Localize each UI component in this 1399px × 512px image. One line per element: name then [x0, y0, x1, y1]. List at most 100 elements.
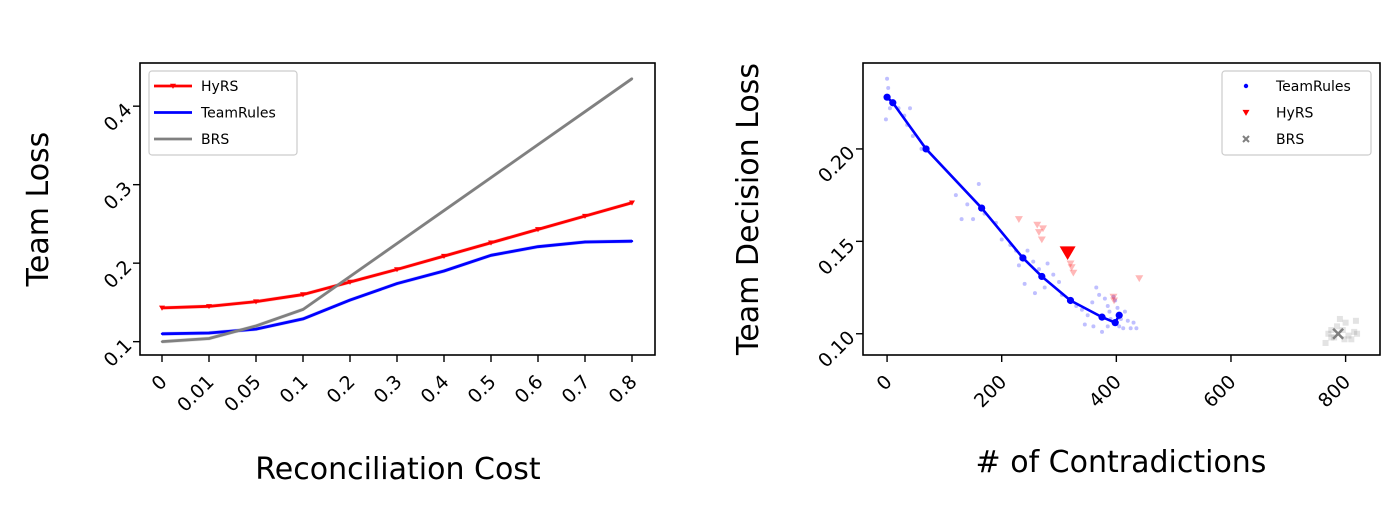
faint-point-teamrules	[1057, 280, 1062, 284]
left-marker-brs	[442, 209, 446, 212]
faint-point-teamrules	[886, 85, 891, 90]
left-marker-brs	[207, 337, 211, 340]
faint-point-teamrules	[1105, 324, 1110, 329]
faint-point-brs	[1345, 332, 1352, 339]
left-legend: HyRS TeamRules BRS	[148, 70, 298, 156]
faint-point-teamrules	[1091, 324, 1096, 329]
right-legend: TeamRules HyRS BRS	[1221, 70, 1372, 156]
faint-point-teamrules	[976, 182, 981, 187]
faint-point-teamrules	[1113, 298, 1118, 303]
left-marker-brs	[160, 340, 164, 343]
faint-point-hyrs	[1066, 260, 1075, 268]
left-marker-hyrs	[159, 305, 165, 311]
right-legend-marker-brs	[1242, 135, 1250, 143]
right-point-teamrules	[978, 204, 986, 212]
faint-point-teamrules	[1125, 318, 1130, 323]
left-marker-brs	[395, 242, 399, 245]
faint-point-hyrs	[1109, 293, 1118, 301]
faint-point-teamrules	[1042, 285, 1047, 290]
faint-point-brs	[1334, 323, 1341, 330]
faint-point-teamrules	[1085, 313, 1090, 318]
right-legend-marker-stroke	[1242, 135, 1250, 143]
faint-point-teamrules	[1045, 261, 1050, 266]
faint-point-brs	[1336, 315, 1343, 322]
faint-point-teamrules	[1022, 281, 1027, 286]
faint-point-teamrules	[1105, 304, 1110, 309]
faint-point-teamrules	[1025, 248, 1030, 253]
faint-point-teamrules	[965, 202, 970, 207]
faint-point-hyrs	[1037, 236, 1046, 244]
left-marker-hyrs	[394, 267, 400, 273]
left-marker-hyrs	[253, 299, 259, 305]
faint-point-teamrules	[1036, 267, 1041, 272]
left-legend-label-teamrules: TeamRules	[200, 106, 276, 122]
left-marker-brs	[583, 110, 587, 113]
faint-point-teamrules	[1097, 292, 1102, 297]
faint-point-hyrs	[1110, 297, 1119, 305]
right-point-brs-stroke	[1332, 327, 1345, 340]
faint-point-brs	[1328, 327, 1335, 334]
right-legend-label-teamrules: TeamRules	[1275, 79, 1351, 95]
left-marker-brs	[348, 275, 352, 278]
faint-point-teamrules	[1122, 309, 1127, 314]
right-legend-label-hyrs: HyRS	[1276, 106, 1314, 122]
faint-point-brs	[1351, 328, 1358, 335]
faint-point-hyrs	[1069, 269, 1078, 277]
faint-point-teamrules	[887, 106, 892, 111]
faint-point-teamrules	[1128, 326, 1133, 331]
left-marker-teamrules	[583, 240, 587, 244]
left-marker-brs	[489, 176, 493, 179]
faint-point-teamrules	[1107, 309, 1112, 314]
left-y-axis-label: Team Loss	[21, 132, 56, 288]
left-marker-teamrules	[536, 245, 540, 248]
left-marker-hyrs	[347, 279, 353, 285]
faint-point-hyrs	[1135, 275, 1144, 283]
faint-point-hyrs	[1034, 229, 1043, 236]
faint-point-brs	[1325, 330, 1332, 337]
left-marker-brs	[630, 77, 634, 80]
left-marker-teamrules	[348, 298, 352, 302]
left-marker-teamrules	[254, 327, 258, 331]
faint-point-teamrules	[971, 217, 976, 222]
left-legend-box	[148, 70, 298, 156]
faint-point-teamrules	[1016, 263, 1021, 268]
left-marker-hyrs	[206, 304, 212, 310]
left-marker-teamrules	[160, 332, 164, 336]
faint-point-teamrules	[1082, 322, 1087, 327]
right-x-axis-label: # of Contradictions	[976, 445, 1267, 480]
left-legend-marker-hyrs	[170, 83, 176, 89]
faint-point-teamrules	[1031, 259, 1036, 264]
faint-point-brs	[1328, 334, 1335, 341]
left-marker-teamrules	[301, 317, 305, 321]
right-series-group	[883, 93, 1345, 340]
faint-point-teamrules	[1134, 326, 1139, 331]
faint-point-brs	[1322, 339, 1329, 346]
faint-point-teamrules	[1115, 305, 1120, 310]
right-point-teamrules	[1115, 311, 1123, 319]
left-marker-teamrules	[630, 239, 634, 243]
faint-point-teamrules	[885, 76, 890, 81]
left-marker-brs	[301, 308, 305, 311]
left-legend-label-hyrs: HyRS	[201, 79, 239, 95]
faint-point-teamrules	[1111, 294, 1116, 299]
left-marker-hyrs	[441, 253, 447, 259]
faint-point-teamrules	[999, 237, 1004, 242]
faint-point-hyrs	[1038, 225, 1047, 233]
left-marker-brs	[254, 324, 258, 328]
faint-point-teamrules	[1100, 329, 1105, 334]
right-legend-marker-teamrules	[1243, 83, 1249, 89]
right-point-teamrules	[1038, 272, 1046, 281]
left-marker-teamrules	[395, 282, 399, 285]
faint-point-brs	[1342, 319, 1349, 326]
faint-point-teamrules	[953, 193, 958, 198]
faint-point-hyrs	[1033, 221, 1042, 229]
faint-point-hyrs	[1067, 264, 1076, 272]
right-legend-marker-hyrs	[1242, 109, 1250, 116]
right-point-hyrs	[1059, 246, 1076, 261]
faint-point-brs	[1348, 336, 1355, 343]
left-marker-teamrules	[442, 269, 446, 273]
right-point-teamrules	[1019, 254, 1027, 262]
left-marker-hyrs	[629, 200, 635, 206]
faint-point-brs	[1354, 330, 1361, 337]
